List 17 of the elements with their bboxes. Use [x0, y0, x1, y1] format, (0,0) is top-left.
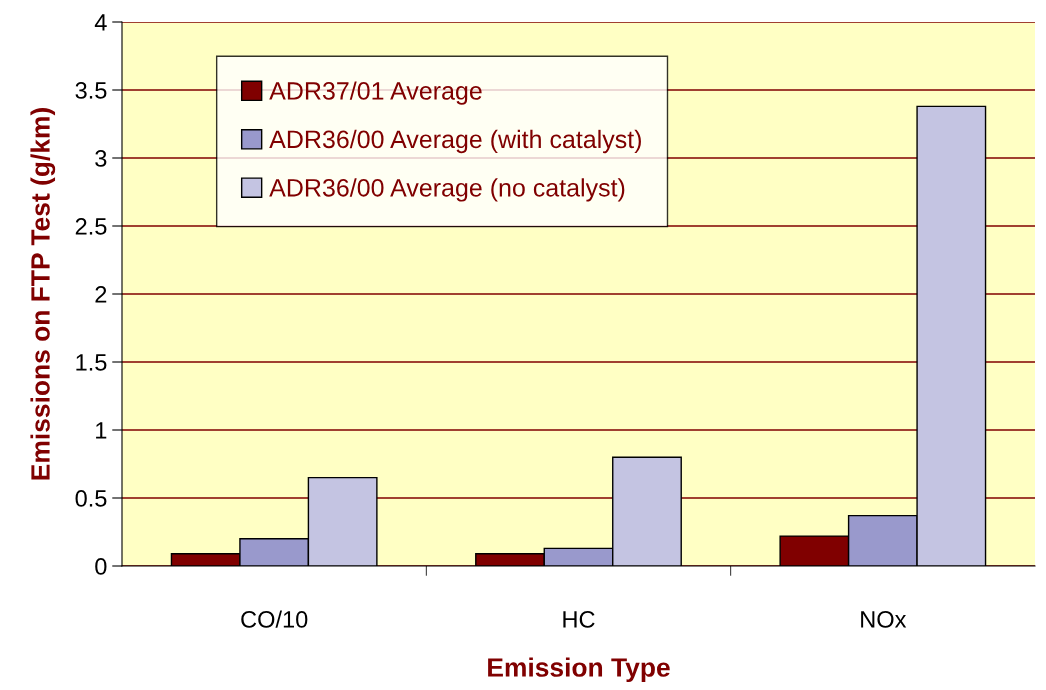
y-tick-label: 4 — [94, 14, 107, 31]
y-tick-label: 0.5 — [75, 490, 107, 507]
x-tick-label: CO/10 — [241, 610, 308, 628]
y-tick-label: 3 — [95, 150, 107, 167]
y-tick-label: 3.5 — [75, 82, 107, 99]
legend-label: ADR36/00 Average (with catalyst) — [269, 129, 641, 154]
x-tick-label: NOx — [861, 611, 907, 628]
y-tick-label: 1.5 — [76, 354, 107, 371]
y-axis-title: Emissions on FTP Test (g/km) — [30, 108, 56, 480]
x-axis-title: Emission Type — [488, 657, 670, 683]
y-tick-label: 2 — [95, 286, 107, 303]
x-tick-label: HC — [563, 611, 595, 628]
y-tick-label: 2.5 — [75, 218, 107, 235]
y-tick-label: 1 — [96, 422, 107, 439]
y-tick-label: 0 — [95, 558, 107, 575]
legend-label: ADR37/01 Average — [269, 81, 482, 105]
legend-label: ADR36/00 Average (no catalyst) — [269, 178, 625, 202]
